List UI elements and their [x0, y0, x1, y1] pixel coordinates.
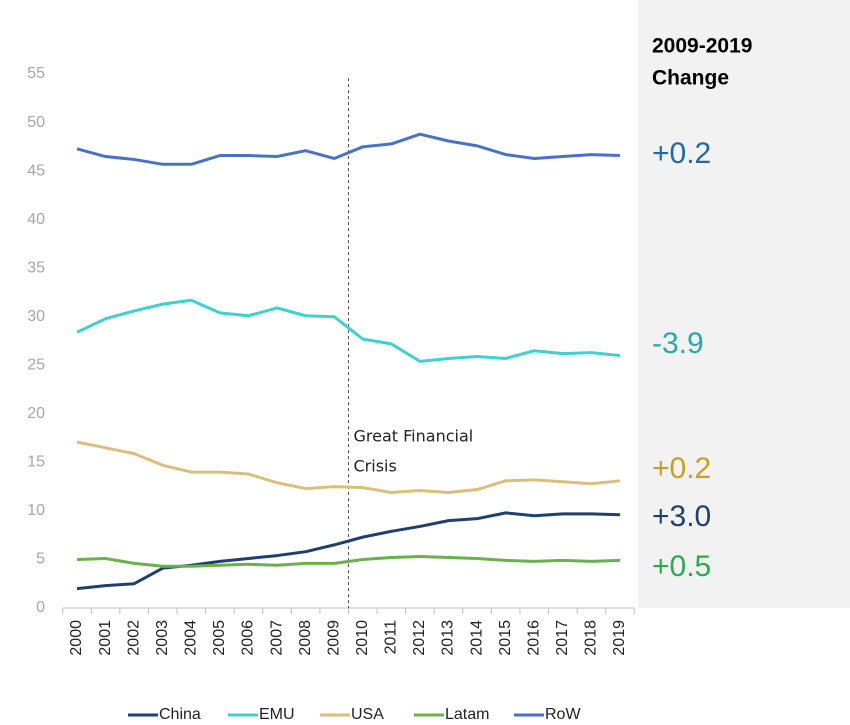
y-tick-label: 10 [27, 502, 45, 519]
x-tick-label: 2006 [240, 620, 257, 656]
x-tick-label: 2003 [154, 620, 171, 656]
x-tick-label: 2002 [125, 620, 142, 656]
y-tick-label: 20 [27, 405, 45, 422]
x-tick-label: 2010 [354, 620, 371, 656]
y-tick-label: 0 [36, 599, 45, 616]
x-tick-label: 2012 [411, 620, 428, 656]
x-tick-label: 2016 [525, 620, 542, 656]
x-tick-label: 2005 [211, 620, 228, 656]
panel-title: Change [652, 67, 729, 90]
x-tick-label: 2004 [183, 620, 200, 656]
x-tick-label: 2007 [268, 620, 285, 656]
x-tick-label: 2001 [97, 620, 114, 656]
change-value: +3.0 [652, 500, 711, 533]
y-tick-label: 50 [27, 114, 45, 131]
y-tick-label: 5 [36, 551, 45, 568]
panel-title: 2009-2019 [652, 35, 752, 58]
x-tick-label: 2009 [325, 620, 342, 656]
legend-label: Latam [445, 706, 489, 723]
change-value: +0.5 [652, 550, 711, 583]
series-line [76, 132, 621, 166]
y-tick-label: 25 [27, 356, 45, 373]
change-panel [638, 0, 850, 608]
legend-label: USA [351, 706, 384, 723]
x-tick-label: 2014 [468, 620, 485, 656]
x-tick-label: 2015 [497, 620, 514, 656]
y-tick-label: 55 [27, 65, 45, 82]
x-tick-label: 2011 [383, 620, 400, 655]
x-tick-label: 2017 [554, 620, 571, 656]
change-value: -3.9 [652, 327, 704, 360]
series-line [76, 298, 621, 363]
annotation: Crisis [354, 457, 397, 476]
series-line [76, 555, 621, 568]
change-value: +0.2 [652, 452, 711, 485]
x-tick-label: 2000 [68, 620, 85, 656]
legend-label: China [159, 706, 201, 723]
legend-label: EMU [259, 706, 295, 723]
series-line [76, 440, 621, 494]
y-tick-label: 15 [27, 454, 45, 471]
legend-label: RoW [545, 706, 581, 723]
x-tick-label: 2013 [440, 620, 457, 656]
y-tick-label: 40 [27, 211, 45, 228]
x-tick-label: 2019 [611, 620, 628, 656]
x-tick-label: 2018 [583, 620, 600, 656]
y-tick-label: 35 [27, 259, 45, 276]
annotation: Great Financial [354, 427, 474, 446]
y-tick-label: 30 [27, 308, 45, 325]
x-tick-label: 2008 [297, 620, 314, 656]
y-tick-label: 45 [27, 162, 45, 179]
change-value: +0.2 [652, 137, 711, 170]
